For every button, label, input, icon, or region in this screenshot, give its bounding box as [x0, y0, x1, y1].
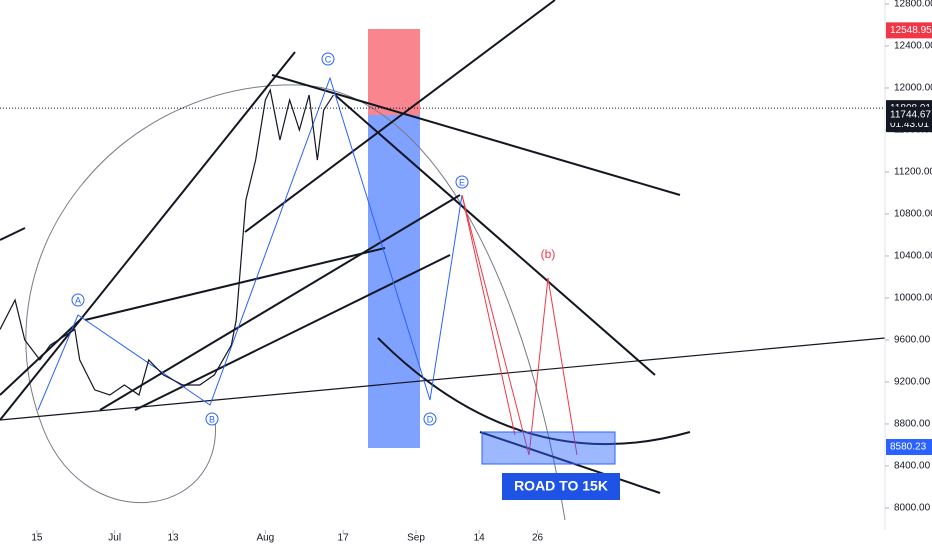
- price-tag-label: 8580.23: [890, 442, 927, 453]
- price-line: [0, 88, 334, 396]
- trend-line: [479, 431, 661, 494]
- wave-label: B: [209, 414, 215, 424]
- wave-label: A: [75, 295, 81, 305]
- arc: [25, 84, 566, 521]
- wave-label: (b): [541, 247, 556, 261]
- trend-line: [334, 94, 656, 376]
- trend-line: [244, 0, 556, 233]
- wave-badge: [321, 52, 335, 66]
- trend-line: [0, 319, 81, 396]
- price-tag-label: 11744.67: [890, 109, 931, 120]
- trend-line: [134, 254, 451, 411]
- trend-line: [0, 227, 26, 241]
- y-tick-label: 11200.00: [894, 167, 932, 178]
- trend-line: [0, 51, 296, 421]
- wave-badge: [205, 412, 219, 426]
- countdown: 01:43:01: [890, 119, 929, 130]
- annotation: ROAD TO 15K: [514, 478, 608, 494]
- wave-badge: [455, 175, 469, 189]
- y-tick-label: 12800.00: [894, 0, 932, 10]
- x-tick-label: 13: [167, 533, 179, 544]
- wave-path: [461, 194, 578, 456]
- wave-path: [461, 194, 516, 436]
- trend-line: [0, 337, 886, 421]
- y-tick-label: 10000.00: [894, 293, 932, 304]
- price-tag: [886, 22, 932, 39]
- y-tick-label: 10400.00: [894, 251, 932, 262]
- y-tick-label: 9600.00: [894, 335, 931, 346]
- wave-badge: [71, 293, 85, 307]
- x-tick-label: Jul: [108, 533, 121, 544]
- price-tag: [886, 439, 932, 456]
- trend-line: [99, 194, 461, 411]
- y-tick-label: 8800.00: [894, 419, 931, 430]
- y-tick-label: 12400.00: [894, 41, 932, 52]
- wave-label: E: [459, 177, 465, 187]
- x-tick-label: 14: [474, 533, 486, 544]
- trend-line: [271, 74, 681, 196]
- target-box: [481, 431, 616, 465]
- price-tag: [886, 106, 932, 123]
- price-tag-label: 12548.95: [890, 25, 932, 36]
- x-tick-label: 26: [532, 533, 544, 544]
- trend-line: [84, 247, 386, 321]
- drawings: ROAD TO 15K: [0, 0, 886, 530]
- y-tick-label: 10800.00: [894, 209, 932, 220]
- x-tick-label: Aug: [256, 533, 274, 544]
- x-tick-label: 15: [31, 533, 43, 544]
- x-tick-label: 17: [338, 533, 350, 544]
- y-tick-label: 8400.00: [894, 461, 931, 472]
- curve: [377, 337, 691, 446]
- y-tick-label: 8000.00: [894, 503, 931, 514]
- wave-label: C: [325, 54, 332, 64]
- x-tick-label: Sep: [407, 533, 425, 544]
- wave-label: D: [427, 414, 434, 424]
- annotation-box: [502, 473, 620, 500]
- y-tick-label: 9200.00: [894, 377, 931, 388]
- y-tick-label: 12000.00: [894, 83, 932, 94]
- wave-path: [37, 76, 463, 411]
- loss-zone: [368, 29, 420, 115]
- wave-badge: [423, 412, 437, 426]
